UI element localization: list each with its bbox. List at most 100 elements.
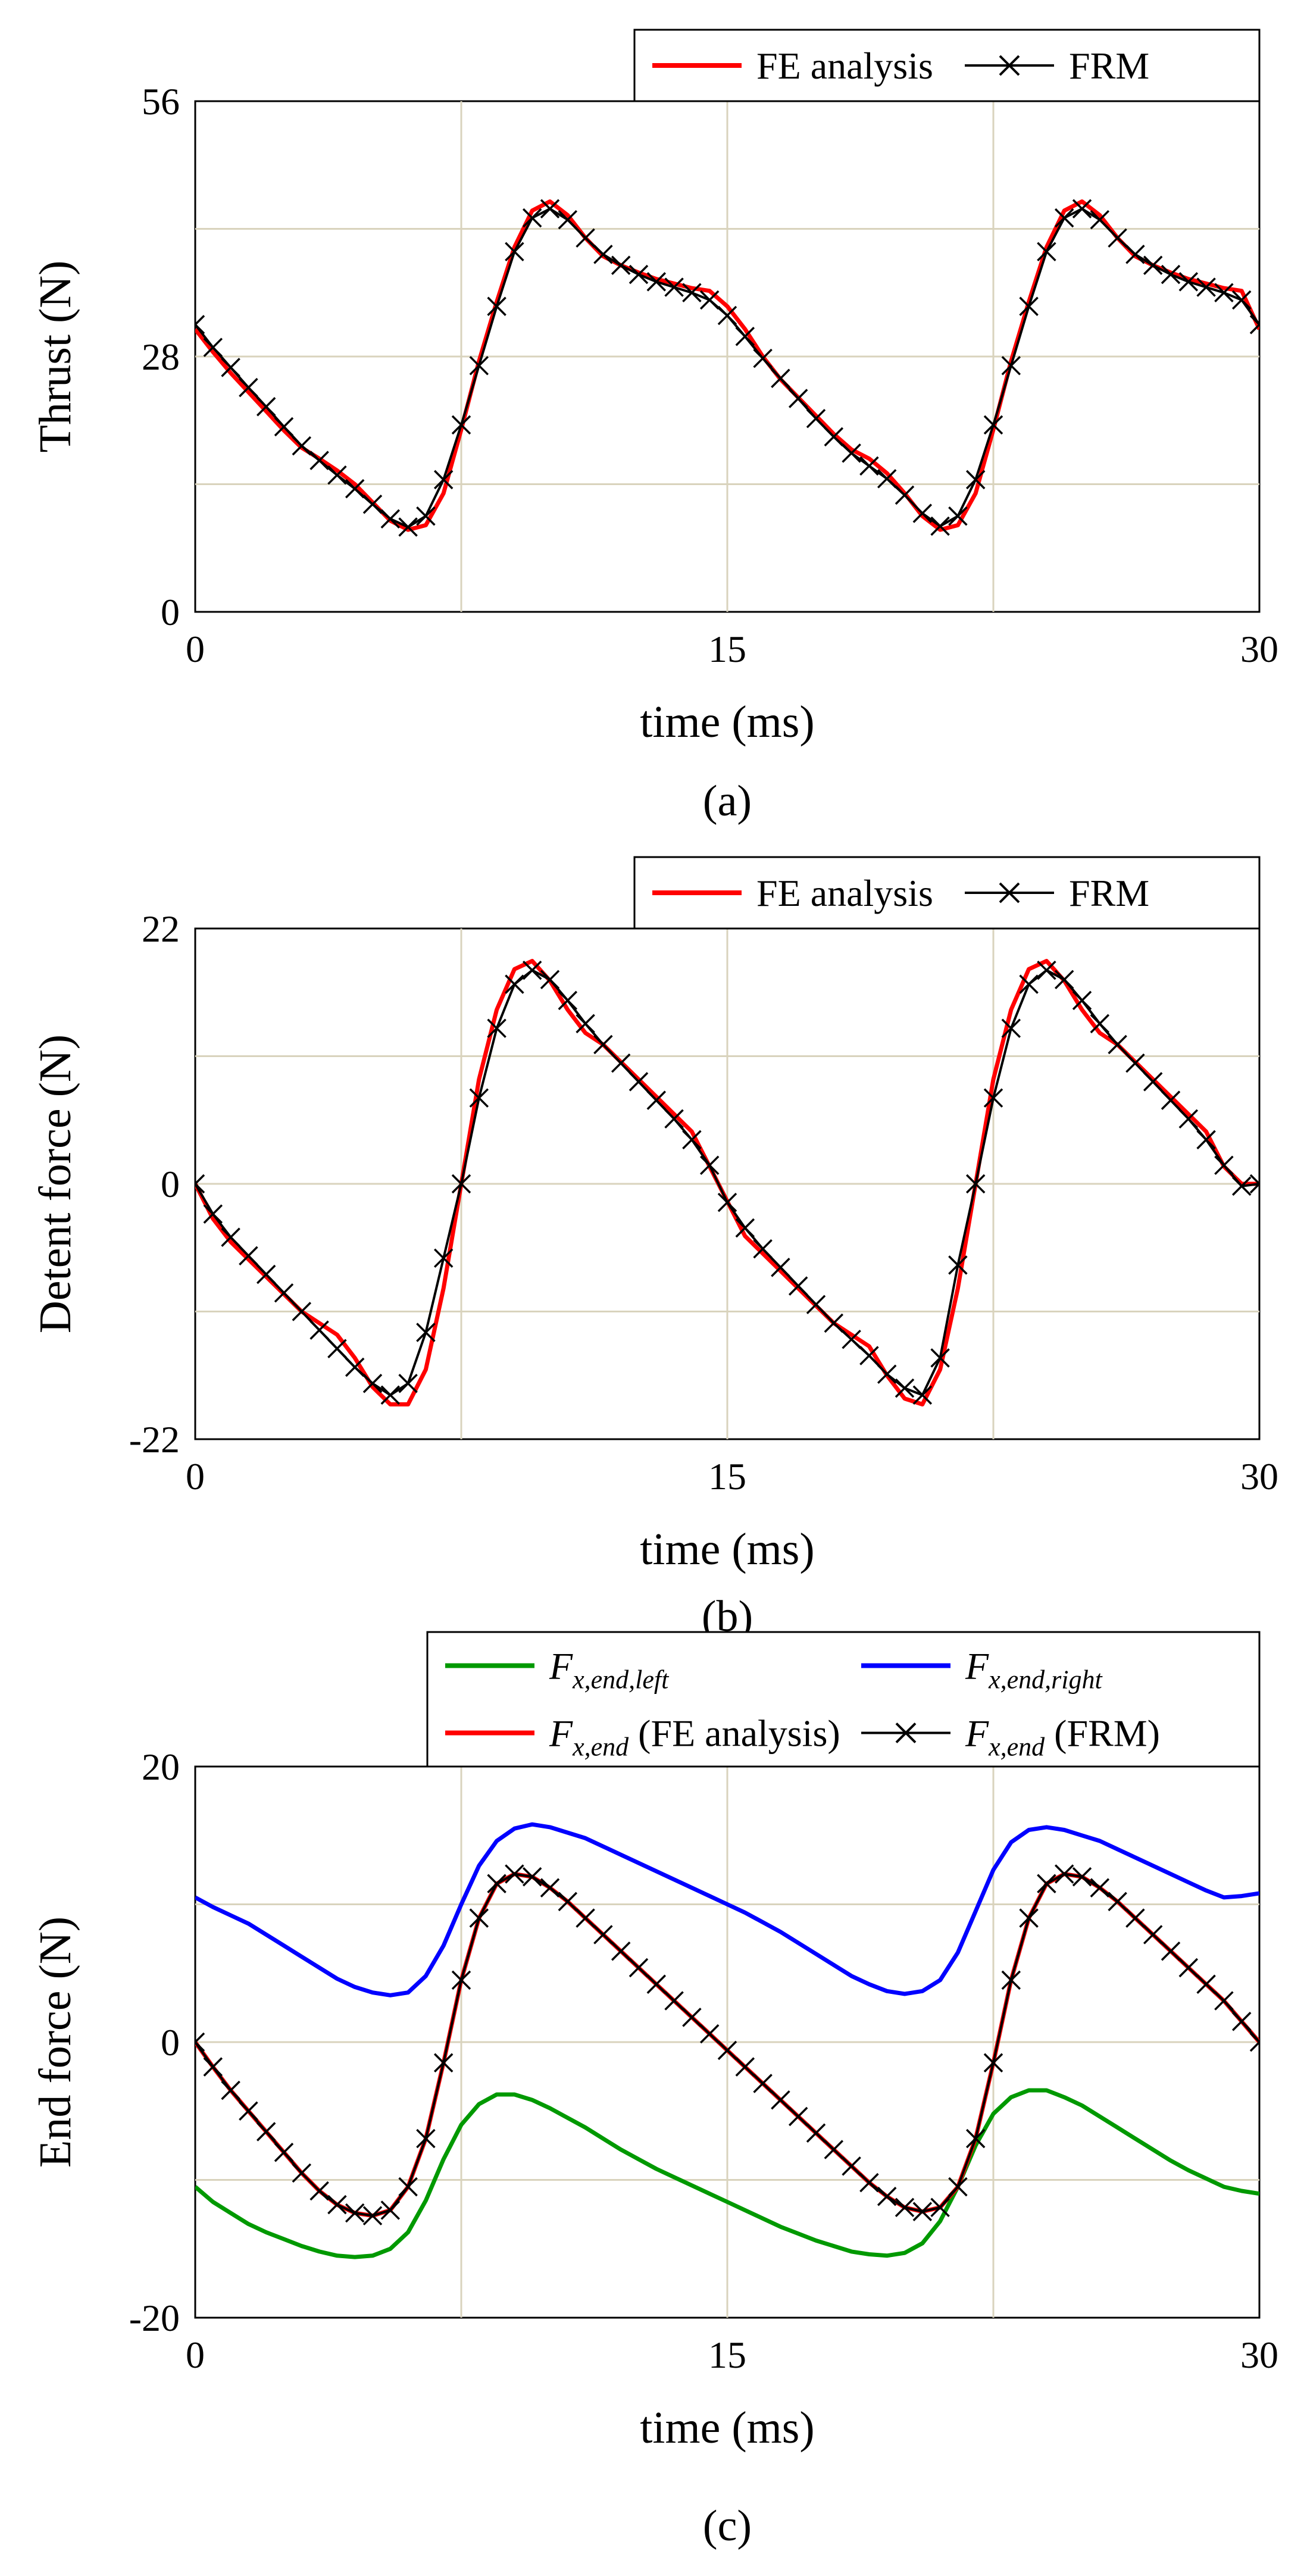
x-marker (1231, 1176, 1252, 1196)
x-marker (930, 516, 950, 536)
x-marker (859, 456, 879, 476)
legend-symbol: F (549, 1645, 573, 1687)
x-marker (292, 1302, 312, 1321)
x-marker (1072, 1867, 1092, 1887)
x-marker (558, 210, 578, 230)
x-marker (877, 1364, 897, 1384)
x-marker (824, 427, 844, 447)
x-marker (682, 1130, 702, 1150)
x-marker (735, 2057, 755, 2077)
x-marker (239, 1246, 258, 1266)
x-marker (433, 1248, 454, 1268)
legend-entry: FE analysis (652, 872, 933, 914)
x-marker (1019, 974, 1039, 994)
x-axis-label: time (ms) (640, 1524, 814, 1574)
x-marker (416, 2128, 436, 2149)
x-marker (380, 509, 401, 529)
x-marker (593, 245, 613, 264)
x-marker (1231, 2012, 1252, 2031)
x-marker (859, 1346, 879, 1365)
x-marker (699, 1155, 720, 1176)
x-marker (487, 1018, 506, 1038)
x-marker (309, 2181, 329, 2201)
x-marker (433, 470, 454, 490)
legend-label: Fx,end (FRM) (965, 1712, 1160, 1762)
x-marker (717, 2040, 737, 2061)
x-marker (451, 415, 471, 435)
x-marker (327, 1339, 347, 1359)
x-marker (416, 1323, 436, 1342)
x-marker (1143, 1925, 1163, 1944)
legend-x-marker (999, 882, 1020, 904)
legend-entry: Fx,end,right (861, 1645, 1103, 1695)
x-marker (842, 443, 861, 463)
legend-label: Fx,end (FE analysis) (549, 1712, 840, 1762)
x-marker (806, 1295, 826, 1315)
x-axis-label: time (ms) (640, 697, 814, 747)
legend-label: Fx,end,right (965, 1645, 1103, 1695)
series-group (195, 1822, 1259, 2259)
x-marker (753, 1239, 773, 1259)
x-marker (1125, 1053, 1145, 1073)
series-group (195, 959, 1259, 1406)
x-marker (699, 2024, 720, 2044)
x-marker (1143, 255, 1163, 276)
x-marker (1054, 1864, 1074, 1884)
chart-panel-a: 0 15 30 0 28 56 time (ms) Thrust (N) (a) FE analy… (30, 29, 1278, 826)
legend-suffix: (FRM) (1045, 1712, 1160, 1755)
x-marker (682, 2008, 702, 2027)
x-marker (256, 1264, 276, 1284)
legend-x-marker (999, 55, 1020, 76)
x-marker (735, 327, 755, 346)
legend-entry: FE analysis (652, 45, 933, 87)
x-marker (824, 2140, 844, 2159)
y-tick-label: 22 (142, 908, 180, 950)
x-marker (469, 356, 489, 376)
legend-symbol: F (965, 1712, 989, 1755)
x-marker (1161, 1941, 1181, 1961)
legend-subscript: x,end,right (988, 1665, 1103, 1695)
x-marker (1214, 283, 1234, 302)
x-marker (895, 1378, 915, 1398)
x-marker (380, 2200, 401, 2220)
x-tick-label: 0 (186, 1455, 205, 1498)
x-marker (646, 1974, 667, 1994)
y-tick-label: -22 (129, 1418, 180, 1461)
x-marker (788, 2106, 808, 2127)
x-marker (540, 1878, 560, 1897)
x-marker (753, 2074, 773, 2093)
x-marker (1178, 272, 1199, 292)
x-marker (788, 389, 808, 408)
legend-suffix: (FE analysis) (629, 1712, 840, 1755)
series-line-f-x-end-left (195, 2088, 1259, 2259)
x-marker (1196, 1130, 1216, 1150)
panel-caption: (c) (703, 2502, 752, 2550)
legend-symbol: F (549, 1712, 573, 1755)
x-marker (1090, 210, 1110, 230)
x-marker (1125, 245, 1145, 264)
x-marker (717, 305, 737, 326)
x-tick-label: 15 (708, 1455, 746, 1498)
x-marker (469, 1088, 489, 1108)
x-marker (771, 368, 790, 389)
x-marker (664, 1991, 684, 2011)
y-tick-label: -20 (129, 2297, 180, 2339)
y-tick-label: 0 (161, 2021, 180, 2064)
x-tick-label: 0 (186, 628, 205, 670)
x-marker (239, 2101, 258, 2121)
x-marker (576, 1908, 595, 1928)
x-tick-label: 30 (1240, 2334, 1278, 2376)
x-marker (505, 974, 524, 994)
x-marker (522, 208, 542, 228)
x-marker (487, 296, 506, 316)
x-marker (1178, 1958, 1199, 1978)
x-marker (505, 1864, 524, 1884)
x-marker (717, 1192, 737, 1212)
x-marker (195, 315, 205, 334)
x-marker (1001, 1970, 1021, 1990)
x-axis-label: time (ms) (640, 2403, 814, 2453)
x-marker (1054, 970, 1074, 990)
x-marker (362, 2206, 383, 2225)
